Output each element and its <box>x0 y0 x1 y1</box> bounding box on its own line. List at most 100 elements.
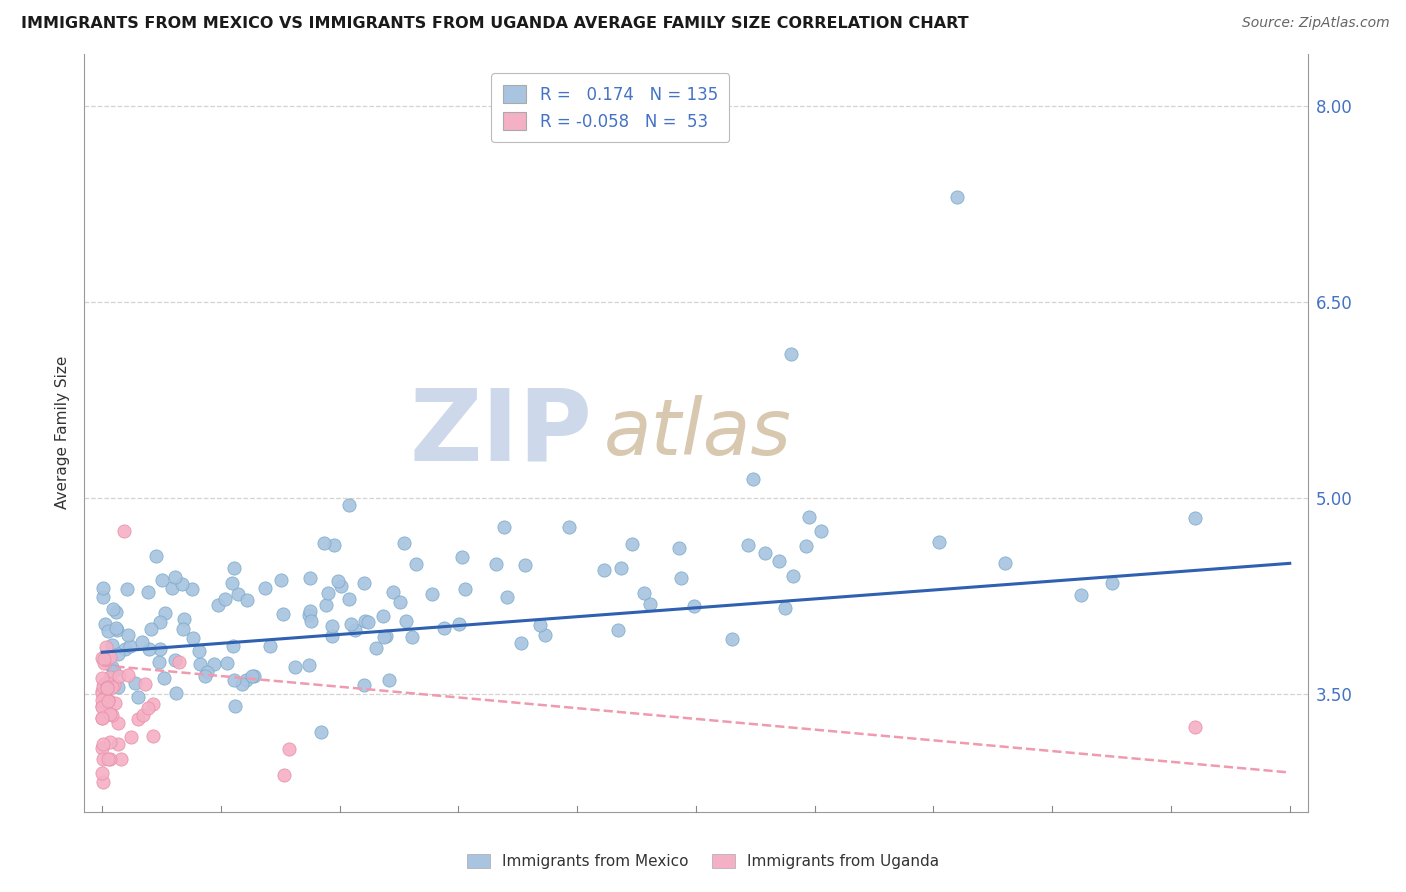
Point <box>181 631 204 645</box>
Point <box>315 599 337 613</box>
Point <box>107 669 129 683</box>
Point <box>93 656 115 670</box>
Point <box>316 586 339 600</box>
Point <box>91 671 114 685</box>
Point <box>98 707 121 722</box>
Point <box>101 601 124 615</box>
Point <box>270 573 292 587</box>
Point <box>222 673 245 687</box>
Point <box>221 575 243 590</box>
Point <box>100 708 122 723</box>
Point <box>112 524 135 538</box>
Point <box>485 557 508 571</box>
Point <box>796 539 818 553</box>
Point <box>495 590 517 604</box>
Point <box>224 561 246 575</box>
Point <box>633 586 655 600</box>
Point <box>395 614 418 628</box>
Point <box>721 632 744 647</box>
Point <box>91 683 114 698</box>
Point <box>145 549 167 563</box>
Point <box>671 571 693 585</box>
Point <box>98 650 121 665</box>
Point <box>298 608 321 623</box>
Point <box>153 606 176 620</box>
Point <box>172 622 194 636</box>
Point <box>454 582 477 596</box>
Point <box>96 680 118 694</box>
Point <box>91 741 114 756</box>
Point <box>235 673 257 688</box>
Point <box>138 642 160 657</box>
Point <box>1184 510 1206 524</box>
Point <box>321 619 343 633</box>
Point <box>607 623 630 637</box>
Point <box>93 690 115 705</box>
Point <box>354 615 377 629</box>
Point <box>107 647 129 661</box>
Point <box>94 640 117 654</box>
Point <box>141 622 163 636</box>
Point <box>93 677 115 691</box>
Point <box>149 615 172 629</box>
Point <box>737 538 759 552</box>
Point <box>782 569 804 583</box>
Point <box>228 587 250 601</box>
Point <box>593 563 616 577</box>
Point <box>91 679 114 693</box>
Point <box>373 630 395 644</box>
Point <box>124 675 146 690</box>
Point <box>373 608 395 623</box>
Point <box>401 630 423 644</box>
Point <box>167 655 190 669</box>
Point <box>94 617 117 632</box>
Point <box>353 678 375 692</box>
Point <box>328 574 350 588</box>
Point <box>117 668 139 682</box>
Point <box>114 642 136 657</box>
Point <box>142 698 165 712</box>
Point <box>451 549 474 564</box>
Point <box>91 698 114 713</box>
Y-axis label: Average Family Size: Average Family Size <box>55 356 70 509</box>
Point <box>810 524 832 539</box>
Point <box>240 668 263 682</box>
Point <box>534 627 557 641</box>
Point <box>754 546 776 560</box>
Point <box>132 708 155 723</box>
Point <box>994 556 1017 570</box>
Point <box>202 657 225 671</box>
Point <box>107 680 129 694</box>
Point <box>101 638 124 652</box>
Point <box>298 604 321 618</box>
Point <box>283 660 305 674</box>
Point <box>329 579 352 593</box>
Point <box>433 621 456 635</box>
Point <box>148 655 170 669</box>
Point <box>780 347 803 361</box>
Point <box>94 696 117 710</box>
Point <box>1101 576 1123 591</box>
Point <box>170 577 193 591</box>
Point <box>610 561 633 575</box>
Point <box>104 696 127 710</box>
Point <box>253 581 276 595</box>
Point <box>1070 588 1092 602</box>
Point <box>105 623 128 637</box>
Point <box>120 730 142 744</box>
Point <box>91 651 114 665</box>
Legend: Immigrants from Mexico, Immigrants from Uganda: Immigrants from Mexico, Immigrants from … <box>461 848 945 875</box>
Point <box>1184 720 1206 734</box>
Point <box>110 752 132 766</box>
Point <box>513 558 536 572</box>
Point <box>195 665 218 679</box>
Point <box>273 768 295 782</box>
Point <box>357 615 380 629</box>
Point <box>343 624 366 638</box>
Point <box>388 595 411 609</box>
Point <box>214 591 236 606</box>
Point <box>96 676 118 690</box>
Point <box>353 576 375 591</box>
Point <box>323 538 346 552</box>
Point <box>529 618 551 632</box>
